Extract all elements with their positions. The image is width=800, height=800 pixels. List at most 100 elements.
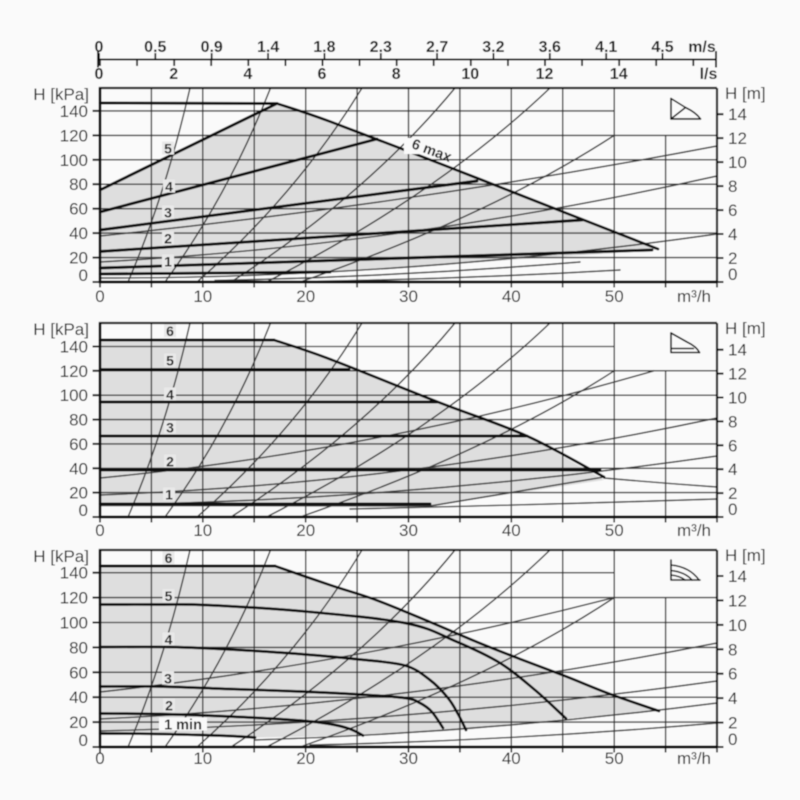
svg-text:l/s: l/s [700, 66, 718, 83]
svg-text:50: 50 [605, 749, 624, 768]
svg-text:10: 10 [461, 66, 479, 83]
svg-text:10: 10 [193, 287, 212, 306]
svg-text:m³/h: m³/h [677, 749, 711, 768]
svg-text:0: 0 [79, 501, 88, 520]
svg-text:0.5: 0.5 [144, 39, 166, 56]
svg-text:0: 0 [95, 287, 104, 306]
svg-text:50: 50 [605, 521, 624, 540]
svg-text:140: 140 [60, 338, 88, 357]
svg-text:12: 12 [728, 129, 747, 148]
svg-text:12: 12 [536, 66, 554, 83]
svg-text:4: 4 [728, 225, 737, 244]
svg-text:2: 2 [728, 249, 737, 268]
svg-text:10: 10 [728, 616, 747, 635]
svg-text:30: 30 [399, 521, 418, 540]
svg-text:10: 10 [193, 749, 212, 768]
svg-text:30: 30 [399, 749, 418, 768]
svg-text:0: 0 [95, 521, 104, 540]
svg-text:8: 8 [728, 412, 737, 431]
svg-text:100: 100 [60, 386, 88, 405]
svg-text:12: 12 [728, 591, 747, 610]
svg-text:0: 0 [95, 749, 104, 768]
svg-text:0: 0 [728, 500, 737, 519]
svg-text:6: 6 [728, 665, 737, 684]
svg-text:2: 2 [166, 454, 174, 470]
svg-text:20: 20 [69, 484, 88, 503]
svg-text:4.1: 4.1 [595, 39, 617, 56]
svg-text:0: 0 [95, 66, 104, 83]
svg-text:5: 5 [165, 588, 173, 604]
svg-text:10: 10 [728, 153, 747, 172]
svg-text:120: 120 [60, 589, 88, 608]
svg-text:6: 6 [728, 201, 737, 220]
svg-text:0: 0 [79, 731, 88, 750]
svg-text:1: 1 [164, 254, 172, 270]
svg-text:8: 8 [392, 66, 401, 83]
svg-text:60: 60 [69, 435, 88, 454]
svg-text:0: 0 [95, 39, 104, 56]
svg-text:2.7: 2.7 [426, 39, 448, 56]
svg-text:100: 100 [60, 614, 88, 633]
svg-text:2: 2 [165, 698, 173, 714]
svg-text:3.2: 3.2 [482, 39, 504, 56]
svg-text:0.9: 0.9 [201, 39, 223, 56]
svg-text:m/s: m/s [688, 39, 716, 56]
svg-text:0: 0 [728, 265, 737, 284]
svg-text:8: 8 [728, 177, 737, 196]
svg-text:2: 2 [164, 231, 172, 247]
svg-text:H [m]: H [m] [725, 546, 766, 565]
svg-text:6: 6 [166, 323, 174, 339]
svg-text:40: 40 [502, 287, 521, 306]
svg-text:100: 100 [60, 151, 88, 170]
svg-text:40: 40 [69, 459, 88, 478]
svg-text:0: 0 [79, 266, 88, 285]
svg-text:m³/h: m³/h [677, 287, 711, 306]
svg-text:4: 4 [165, 632, 173, 648]
svg-text:m³/h: m³/h [677, 521, 711, 540]
svg-text:20: 20 [69, 713, 88, 732]
svg-text:80: 80 [69, 411, 88, 430]
svg-text:60: 60 [69, 200, 88, 219]
svg-text:2: 2 [169, 66, 178, 83]
svg-text:H [m]: H [m] [725, 84, 766, 103]
svg-text:14: 14 [728, 341, 747, 360]
svg-text:8: 8 [728, 640, 737, 659]
svg-text:50: 50 [605, 287, 624, 306]
svg-text:5: 5 [164, 141, 172, 157]
svg-text:5: 5 [166, 353, 174, 369]
svg-text:H [kPa]: H [kPa] [33, 547, 89, 566]
svg-text:H [kPa]: H [kPa] [33, 320, 89, 339]
svg-text:40: 40 [69, 224, 88, 243]
svg-text:140: 140 [60, 102, 88, 121]
svg-text:4: 4 [165, 179, 173, 195]
svg-text:30: 30 [399, 287, 418, 306]
svg-text:2.3: 2.3 [370, 39, 392, 56]
svg-text:3: 3 [164, 205, 172, 221]
svg-text:3.6: 3.6 [539, 39, 561, 56]
svg-text:120: 120 [60, 126, 88, 145]
svg-text:20: 20 [296, 287, 315, 306]
svg-text:1: 1 [165, 487, 173, 503]
svg-text:80: 80 [69, 175, 88, 194]
svg-text:1.8: 1.8 [313, 39, 335, 56]
svg-text:H [kPa]: H [kPa] [33, 85, 89, 104]
svg-text:12: 12 [728, 365, 747, 384]
svg-text:4.5: 4.5 [651, 39, 673, 56]
svg-text:4: 4 [243, 66, 252, 83]
svg-text:1.4: 1.4 [257, 39, 279, 56]
svg-text:4: 4 [728, 460, 737, 479]
svg-text:3: 3 [166, 420, 174, 436]
svg-text:14: 14 [728, 567, 747, 586]
svg-text:4: 4 [166, 387, 174, 403]
svg-text:20: 20 [69, 249, 88, 268]
svg-text:3: 3 [164, 671, 172, 687]
svg-text:6: 6 [318, 66, 327, 83]
svg-text:14: 14 [610, 66, 628, 83]
svg-text:2: 2 [728, 714, 737, 733]
svg-text:40: 40 [502, 521, 521, 540]
svg-text:4: 4 [728, 689, 737, 708]
svg-text:20: 20 [296, 749, 315, 768]
svg-text:1 min: 1 min [164, 718, 202, 734]
svg-text:10: 10 [728, 389, 747, 408]
svg-text:6: 6 [728, 436, 737, 455]
